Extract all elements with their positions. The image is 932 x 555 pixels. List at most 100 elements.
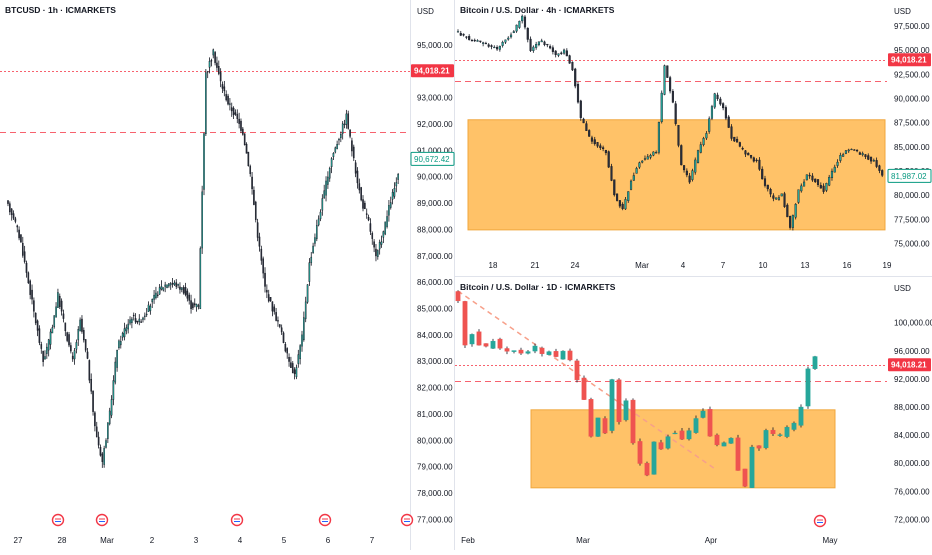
candle bbox=[367, 214, 370, 222]
candle bbox=[568, 54, 571, 64]
candle bbox=[532, 45, 535, 53]
y-tick-label: 91,000.00 bbox=[417, 146, 453, 155]
candle bbox=[518, 347, 524, 356]
candle-up bbox=[158, 287, 161, 295]
candle bbox=[609, 378, 615, 434]
candle bbox=[90, 373, 93, 395]
candle-up bbox=[694, 159, 697, 173]
x-tick-label: 3 bbox=[194, 536, 199, 545]
candle-down bbox=[293, 369, 296, 375]
candle bbox=[727, 115, 730, 129]
candle bbox=[57, 288, 59, 308]
event-circle[interactable] bbox=[230, 513, 244, 527]
candle bbox=[858, 151, 861, 155]
candle-down bbox=[42, 350, 44, 362]
candle-down bbox=[27, 272, 30, 284]
candle-up bbox=[212, 49, 215, 56]
y-tick-label: 80,000.00 bbox=[894, 191, 930, 200]
candle bbox=[770, 427, 776, 436]
price-level-tag bbox=[888, 53, 931, 67]
candle bbox=[340, 131, 342, 143]
economic-event-icon[interactable] bbox=[95, 513, 109, 527]
candle bbox=[238, 112, 240, 129]
candle-down bbox=[260, 248, 263, 261]
candle-up bbox=[310, 256, 313, 263]
event-circle[interactable] bbox=[51, 513, 65, 527]
candle bbox=[537, 41, 540, 47]
candle-down bbox=[497, 338, 503, 349]
candle bbox=[347, 110, 350, 130]
candle bbox=[719, 96, 722, 106]
candle bbox=[107, 422, 109, 444]
candle bbox=[747, 152, 750, 156]
x-tick-label: 24 bbox=[571, 261, 580, 270]
economic-event-icon[interactable] bbox=[51, 513, 65, 527]
candle-down bbox=[256, 222, 259, 238]
candle bbox=[769, 187, 772, 198]
economic-event-icon[interactable] bbox=[318, 513, 332, 527]
candle-up bbox=[166, 284, 168, 288]
x-tick-label: 6 bbox=[326, 536, 331, 545]
candle-up bbox=[560, 350, 566, 360]
candle-down bbox=[581, 377, 587, 400]
time-axis: 27 28 Mar 2 3 4 5 6 7 bbox=[14, 536, 375, 545]
economic-event-icon[interactable] bbox=[230, 513, 244, 527]
candle bbox=[607, 150, 610, 169]
candle-down bbox=[188, 294, 191, 301]
candle-up bbox=[378, 242, 381, 250]
candle-up bbox=[53, 315, 56, 327]
candle bbox=[783, 191, 786, 208]
candle bbox=[565, 48, 568, 57]
candle-up bbox=[655, 152, 658, 154]
candle bbox=[786, 203, 789, 218]
event-circle[interactable] bbox=[95, 513, 109, 527]
candle bbox=[459, 30, 462, 37]
candle bbox=[691, 168, 694, 182]
candle-up bbox=[643, 158, 647, 160]
y-tick-label: 87,500.00 bbox=[894, 119, 930, 128]
candle-down bbox=[727, 116, 730, 128]
candle bbox=[507, 36, 510, 41]
event-circle[interactable] bbox=[400, 513, 414, 527]
candle bbox=[147, 301, 150, 313]
candle bbox=[772, 193, 775, 202]
downtrend-line bbox=[457, 290, 718, 471]
candle-down bbox=[262, 258, 264, 274]
candle-up bbox=[384, 221, 387, 235]
candle bbox=[671, 89, 674, 104]
candle bbox=[166, 284, 168, 289]
candle-up bbox=[395, 182, 398, 187]
candle-up bbox=[142, 317, 144, 320]
candle-up bbox=[803, 181, 806, 187]
candle-down bbox=[275, 312, 277, 321]
candle-down bbox=[267, 294, 270, 302]
candle bbox=[728, 437, 734, 444]
candle-up bbox=[696, 150, 700, 164]
candle bbox=[490, 338, 496, 350]
candle bbox=[40, 341, 43, 354]
candle bbox=[638, 161, 641, 169]
candle bbox=[352, 144, 355, 162]
candle-down bbox=[674, 103, 677, 124]
candle-down bbox=[730, 126, 733, 139]
candle bbox=[208, 57, 211, 74]
candle bbox=[199, 246, 202, 310]
y-tick-label: 83,000.00 bbox=[417, 357, 453, 366]
candle-down bbox=[599, 145, 602, 149]
x-tick-label: 10 bbox=[759, 261, 768, 270]
candle-up bbox=[532, 46, 535, 51]
y-tick-label: 77,500.00 bbox=[894, 215, 930, 224]
candle bbox=[705, 131, 708, 140]
current-price-tag bbox=[887, 168, 932, 183]
candle bbox=[273, 304, 276, 315]
economic-event-icon[interactable] bbox=[813, 514, 827, 528]
candle-up bbox=[728, 437, 734, 444]
event-circle[interactable] bbox=[318, 513, 332, 527]
candle-down bbox=[714, 434, 720, 446]
economic-event-icon[interactable] bbox=[400, 513, 414, 527]
candle-up bbox=[297, 354, 300, 364]
candle bbox=[179, 282, 181, 294]
candle bbox=[616, 378, 622, 425]
event-circle[interactable] bbox=[813, 514, 827, 528]
candle-down bbox=[763, 178, 767, 186]
